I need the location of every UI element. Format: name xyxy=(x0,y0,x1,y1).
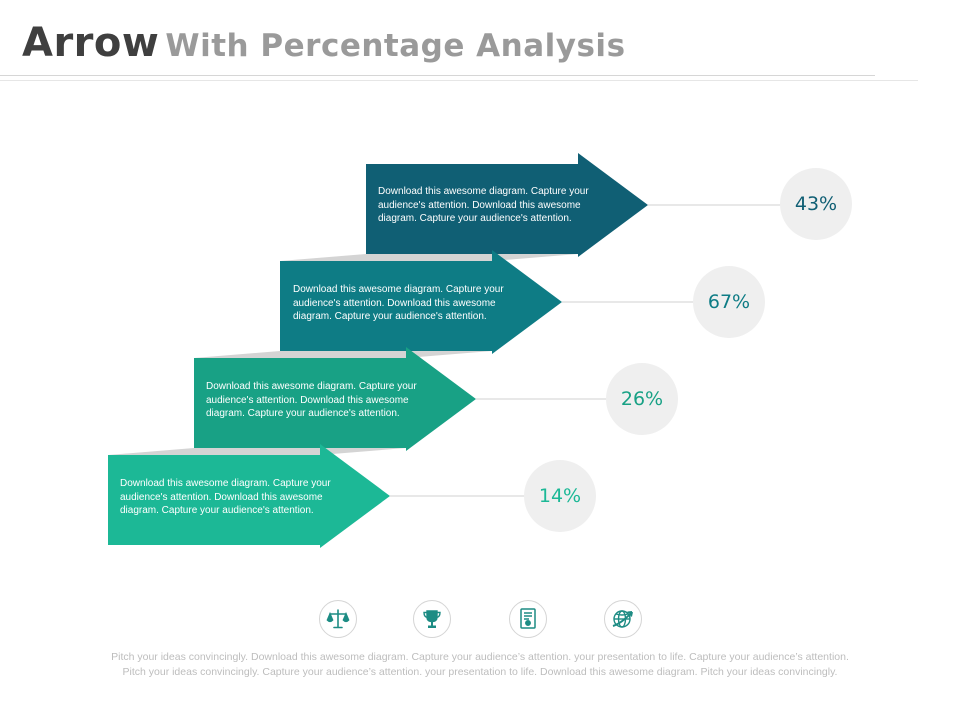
title-main: Arrow xyxy=(22,20,160,66)
arrow-shadow-3 xyxy=(194,351,492,358)
arrow-4-text: Download this awesome diagram. Capture y… xyxy=(120,478,331,516)
page-title: Arrow With Percentage Analysis xyxy=(22,20,626,66)
footer-line-2: Pitch your ideas convincingly. Capture y… xyxy=(122,666,838,678)
footer-text: Pitch your ideas convincingly. Download … xyxy=(30,650,930,680)
arrow-1 xyxy=(366,153,648,257)
percentage-badge-14: 14% xyxy=(524,460,596,532)
scales-icon xyxy=(319,600,357,638)
arrow-shadow-4 xyxy=(108,448,406,455)
title-divider-secondary xyxy=(0,80,918,81)
arrow-3-text: Download this awesome diagram. Capture y… xyxy=(206,381,417,419)
percentage-badge-26: 26% xyxy=(606,363,678,435)
percentage-badge-43: 43% xyxy=(780,168,852,240)
footer-line-1: Pitch your ideas convincingly. Download … xyxy=(111,651,849,663)
arrow-2-text: Download this awesome diagram. Capture y… xyxy=(293,284,504,322)
arrow-shadow-2 xyxy=(280,254,578,261)
title-divider xyxy=(0,75,875,76)
arrow-2 xyxy=(280,250,562,354)
percentage-badge-67: 67% xyxy=(693,266,765,338)
title-rest: With Percentage Analysis xyxy=(165,28,626,64)
certificate-icon xyxy=(509,600,547,638)
arrow-3 xyxy=(194,347,476,451)
globe-arrow-icon xyxy=(604,600,642,638)
arrow-4 xyxy=(108,444,390,548)
trophy-icon xyxy=(413,600,451,638)
arrow-1-text: Download this awesome diagram. Capture y… xyxy=(378,186,589,224)
